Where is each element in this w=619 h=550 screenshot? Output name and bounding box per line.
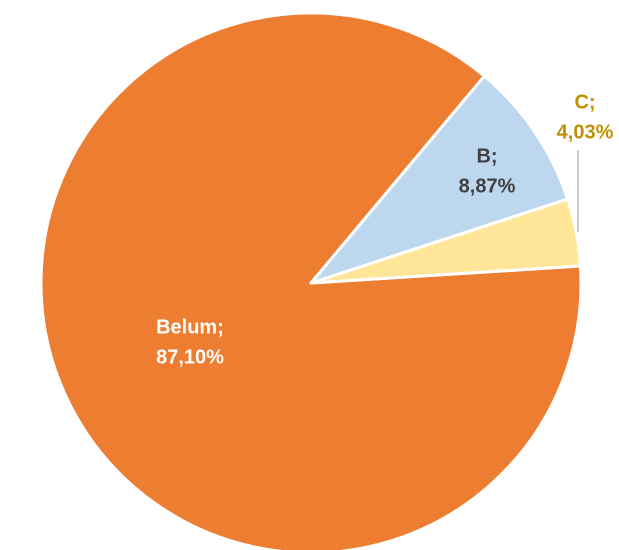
slice-category-label: Belum;	[156, 316, 224, 338]
pie-slice	[309, 74, 570, 285]
slice-value-label: 87,10%	[156, 346, 224, 368]
slice-value-label: 8,87%	[459, 175, 516, 197]
pie-slice	[309, 197, 582, 285]
slice-value-label: 4,03%	[557, 121, 614, 143]
slice-category-label: C;	[574, 91, 595, 113]
slice-category-label: B;	[476, 145, 497, 167]
